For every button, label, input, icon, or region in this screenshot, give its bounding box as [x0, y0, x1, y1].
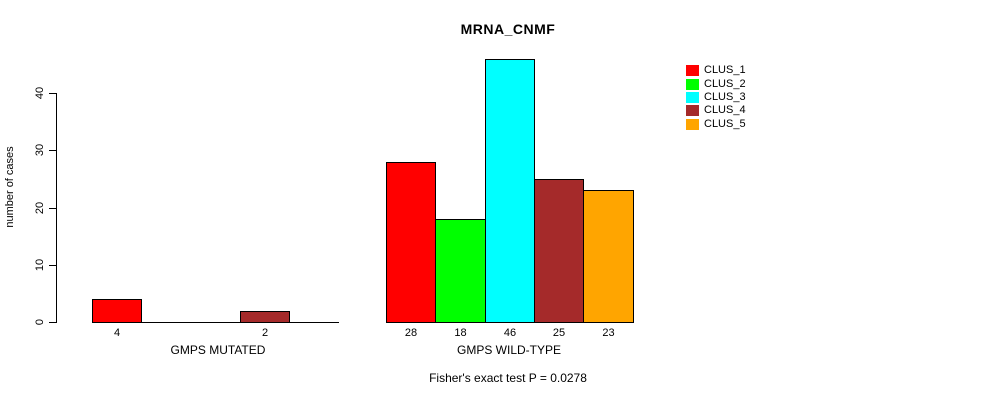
y-axis-tick: [49, 322, 56, 323]
y-axis-tick-label: 30: [34, 143, 46, 157]
legend-label: CLUS_3: [704, 90, 746, 103]
bar-value-label: 18: [454, 327, 467, 339]
legend: CLUS_1 CLUS_2 CLUS_3 CLUS_4 CLUS_5: [686, 64, 746, 131]
bar-value-label: 2: [261, 327, 269, 339]
legend-item: CLUS_3: [686, 91, 746, 104]
legend-label: CLUS_5: [704, 117, 746, 130]
legend-swatch-clus_5: [686, 118, 699, 130]
legend-item: CLUS_1: [686, 64, 746, 77]
y-axis-tick: [49, 265, 56, 266]
legend-item: CLUS_2: [686, 77, 746, 90]
legend-swatch-clus_3: [686, 91, 699, 103]
y-axis-tick: [49, 208, 56, 209]
legend-swatch-clus_1: [686, 65, 699, 77]
bar-clus-3-gmps-wild-type: [485, 59, 535, 323]
bar-clus-5-gmps-wild-type: [583, 190, 634, 323]
legend-label: CLUS_2: [704, 77, 746, 90]
zero-baseline: [92, 322, 339, 323]
bar-clus-4-gmps-wild-type: [534, 179, 584, 323]
fisher-test-annotation: Fisher's exact test P = 0.0278: [429, 371, 587, 385]
bar-clus-1-gmps-mutated: [92, 299, 142, 323]
y-axis-tick-label: 10: [34, 258, 46, 272]
legend-label: CLUS_4: [704, 104, 746, 117]
chart-title: MRNA_CNMF: [460, 21, 556, 37]
legend-swatch-clus_4: [686, 105, 699, 117]
legend-label: CLUS_1: [704, 64, 746, 77]
legend-item: CLUS_5: [686, 118, 746, 131]
legend-item: CLUS_4: [686, 104, 746, 117]
bar-clus-1-gmps-wild-type: [386, 162, 436, 323]
y-axis-tick-label: 20: [34, 201, 46, 215]
y-axis-line: [56, 93, 57, 323]
y-axis-tick: [49, 150, 56, 151]
legend-swatch-clus_2: [686, 78, 699, 90]
y-axis-tick-label: 0: [34, 318, 46, 326]
group-label-gmps-mutated: GMPS MUTATED: [170, 343, 266, 357]
group-label-gmps-wild-type: GMPS WILD-TYPE: [456, 343, 561, 357]
bar-value-label: 4: [113, 327, 121, 339]
bar-clus-2-gmps-wild-type: [435, 219, 486, 323]
y-axis-tick: [49, 93, 56, 94]
bar-value-label: 28: [404, 327, 418, 339]
y-axis-tick-label: 40: [34, 86, 46, 100]
bar-value-label: 23: [602, 327, 615, 339]
bar-value-label: 25: [552, 327, 566, 339]
bar-clus-4-gmps-mutated: [240, 311, 290, 323]
bar-value-label: 46: [503, 327, 517, 339]
